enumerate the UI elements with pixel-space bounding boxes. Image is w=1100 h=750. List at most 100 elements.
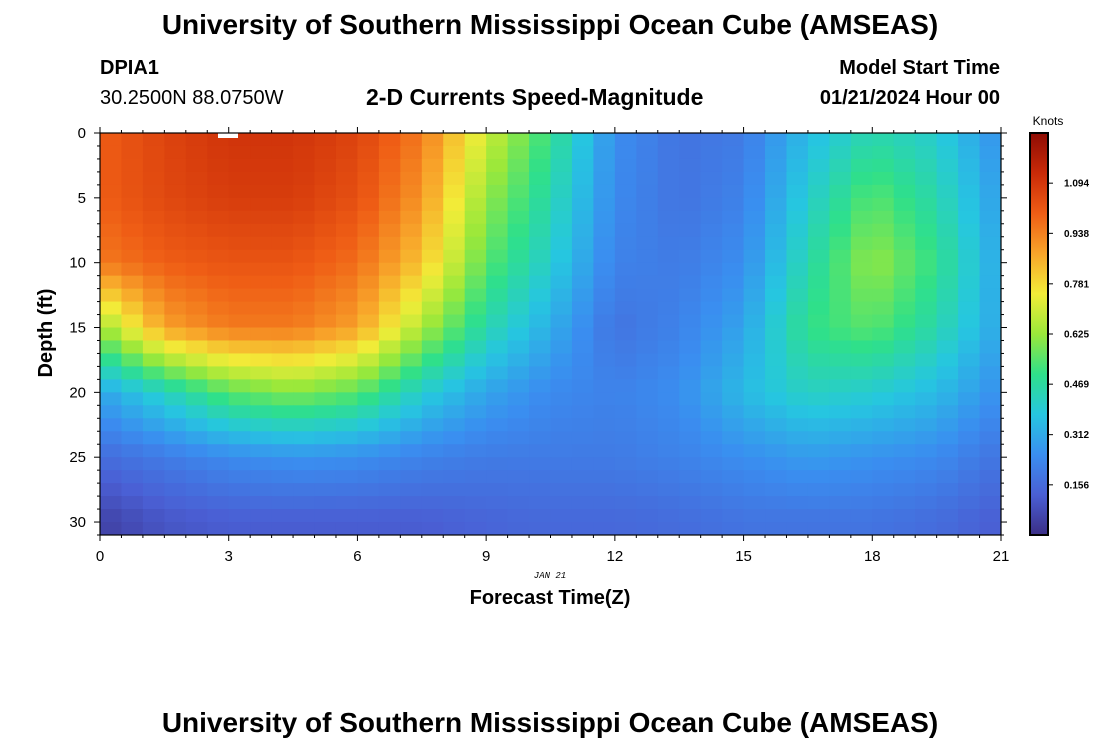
heatmap-cell (958, 431, 981, 445)
heatmap-cell (571, 171, 594, 186)
heatmap-cell (850, 470, 873, 484)
heatmap-cell (550, 184, 573, 199)
heatmap-cell (421, 223, 444, 238)
heatmap-cell (142, 418, 165, 432)
heatmap-cells (100, 133, 1001, 535)
heatmap-cell (872, 470, 895, 484)
heatmap-cell (743, 236, 766, 251)
heatmap-cell (936, 262, 959, 277)
heatmap-cell (722, 353, 745, 368)
heatmap-cell (915, 210, 938, 225)
heatmap-cell (571, 236, 594, 251)
heatmap-cell (207, 249, 230, 264)
heatmap-cell (657, 327, 680, 342)
heatmap-cell (936, 236, 959, 251)
heatmap-cell (142, 470, 165, 484)
heatmap-cell (915, 405, 938, 419)
heatmap-cell (357, 133, 380, 147)
heatmap-cell (807, 262, 830, 277)
heatmap-cell (743, 133, 766, 147)
heatmap-cell (443, 171, 466, 186)
heatmap-cell (593, 431, 616, 445)
heatmap-cell (314, 457, 337, 471)
heatmap-cell (657, 496, 680, 510)
heatmap-cell (722, 301, 745, 316)
heatmap-cell (786, 327, 809, 342)
heatmap-cell (271, 288, 294, 303)
heatmap-cell (464, 236, 487, 251)
heatmap-cell (142, 353, 165, 368)
heatmap-cell (743, 210, 766, 225)
heatmap-cell (958, 457, 981, 471)
heatmap-cell (421, 275, 444, 290)
heatmap-cell (700, 522, 723, 535)
heatmap-cell (421, 366, 444, 380)
heatmap-cell (378, 223, 401, 238)
heatmap-cell (293, 340, 316, 355)
heatmap-cell (829, 184, 852, 199)
heatmap-cell (679, 275, 702, 290)
heatmap-cell (636, 158, 659, 173)
heatmap-cell (936, 392, 959, 406)
heatmap-cell (357, 470, 380, 484)
heatmap-cell (100, 210, 123, 225)
heatmap-cell (807, 184, 830, 199)
heatmap-cell (421, 314, 444, 329)
heatmap-cell (958, 496, 981, 510)
heatmap-cell (164, 314, 187, 329)
heatmap-cell (185, 496, 208, 510)
heatmap-cell (765, 314, 788, 329)
heatmap-cell (529, 171, 552, 186)
heatmap-cell (850, 301, 873, 316)
heatmap-cell (100, 418, 123, 432)
heatmap-cell (893, 236, 916, 251)
heatmap-cell (679, 379, 702, 393)
heatmap-cell (550, 327, 573, 342)
heatmap-cell (743, 340, 766, 355)
heatmap-cell (142, 496, 165, 510)
heatmap-cell (722, 197, 745, 212)
heatmap-cell (636, 184, 659, 199)
heatmap-cell (164, 184, 187, 199)
heatmap-cell (100, 158, 123, 173)
heatmap-cell (893, 366, 916, 380)
heatmap-cell (786, 483, 809, 497)
heatmap-cell (700, 262, 723, 277)
heatmap-cell (250, 509, 273, 523)
heatmap-cell (228, 509, 251, 523)
heatmap-cell (400, 470, 423, 484)
heatmap-cell (335, 145, 359, 160)
heatmap-cell (357, 327, 380, 342)
heatmap-cell (829, 158, 852, 173)
heatmap-cell (228, 470, 251, 484)
heatmap-cell (314, 236, 337, 251)
heatmap-cell (807, 133, 830, 147)
heatmap-cell (142, 314, 165, 329)
heatmap-cell (121, 470, 144, 484)
heatmap-cell (529, 236, 552, 251)
heatmap-cell (507, 483, 530, 497)
heatmap-cell (593, 509, 616, 523)
heatmap-cell (979, 392, 1001, 406)
heatmap-cell (700, 236, 723, 251)
heatmap-cell (936, 249, 959, 264)
heatmap-cell (142, 171, 165, 186)
heatmap-cell (185, 249, 208, 264)
heatmap-cell (679, 314, 702, 329)
heatmap-cell (872, 340, 895, 355)
heatmap-cell (979, 327, 1001, 342)
heatmap-cell (614, 405, 637, 419)
heatmap-cell (571, 392, 594, 406)
heatmap-cell (486, 418, 509, 432)
heatmap-cell (228, 522, 251, 535)
heatmap-cell (228, 353, 251, 368)
heatmap-cell (743, 509, 766, 523)
heatmap-cell (958, 236, 981, 251)
heatmap-cell (786, 314, 809, 329)
heatmap-cell (614, 470, 637, 484)
heatmap-cell (807, 366, 830, 380)
heatmap-cell (571, 223, 594, 238)
heatmap-cell (464, 314, 487, 329)
heatmap-cell (421, 184, 444, 199)
heatmap-cell (378, 470, 401, 484)
